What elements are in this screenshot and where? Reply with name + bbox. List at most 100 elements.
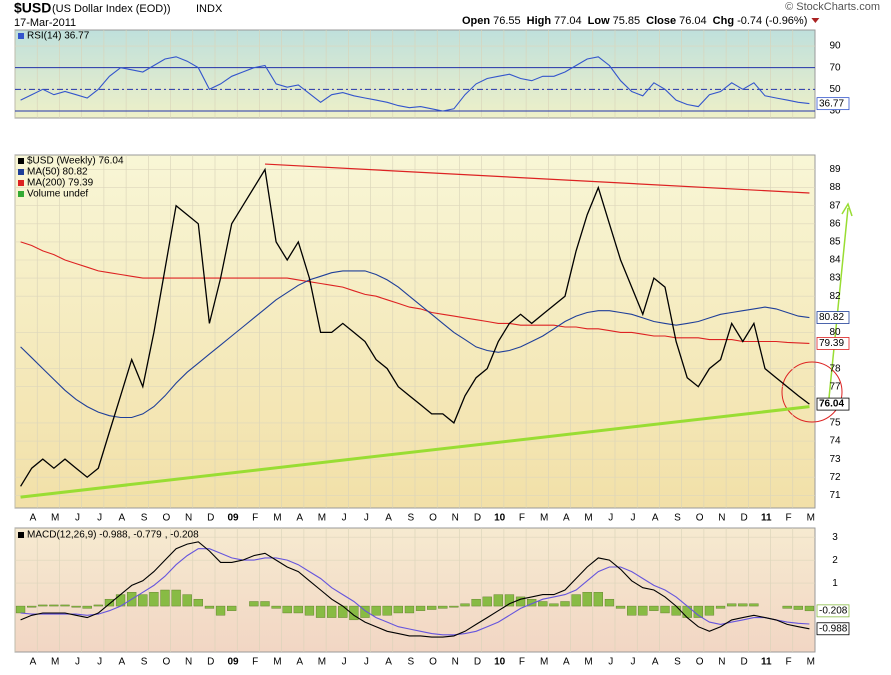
legend-swatch: [18, 532, 24, 538]
x-tick-label: A: [296, 657, 303, 668]
down-arrow: [811, 18, 820, 23]
histogram-bar: [715, 605, 726, 609]
x-tick-label: S: [407, 513, 414, 524]
x-tick-label: S: [141, 657, 148, 668]
legend-swatch: [18, 33, 24, 39]
x-tick-label: M: [584, 657, 592, 668]
histogram-bar: [171, 589, 181, 607]
x-tick-label: S: [674, 513, 681, 524]
end-label: 36.77: [819, 98, 844, 109]
y-tick-label: 87: [829, 200, 841, 211]
x-tick-label: 11: [761, 513, 772, 524]
panel-layer: 30 50 70 90: [14, 30, 841, 118]
credit: © StockCharts.com: [785, 1, 880, 13]
x-tick-label: M: [807, 513, 815, 524]
histogram-bar: [327, 605, 337, 618]
x-tick-label: O: [696, 513, 704, 524]
histogram-bar: [27, 605, 37, 608]
trendline: [264, 163, 810, 194]
x-tick-label: A: [30, 513, 37, 524]
histogram-bar: [271, 605, 281, 609]
histogram-bar: [393, 605, 403, 614]
y-tick-label: 73: [829, 454, 841, 465]
legend-label: $USD (Weekly) 76.04: [27, 156, 124, 167]
series-line: [20, 548, 810, 636]
histogram-bar: [549, 603, 559, 607]
x-tick-label: O: [429, 513, 437, 524]
legend-label: MA(200) 79.39: [27, 178, 94, 189]
macd-title: , -0.208: [165, 530, 199, 541]
histogram-bar: [627, 605, 637, 616]
x-tick-label: A: [30, 657, 37, 668]
x-tick-label: M: [584, 513, 592, 524]
quote-label: High: [527, 15, 552, 27]
x-tick-label: O: [162, 657, 170, 668]
index-name: (US Dollar Index (EOD)): [52, 3, 171, 15]
x-tick-label: M: [540, 657, 548, 668]
end-label-box: [816, 397, 850, 411]
histogram-bar: [82, 605, 92, 609]
histogram-bar: [471, 598, 481, 607]
histogram-bar: [582, 592, 592, 607]
quote-label: Low: [588, 15, 610, 27]
histogram-bar: [193, 598, 203, 607]
x-tick-label: A: [385, 657, 392, 668]
x-tick-label: M: [51, 657, 59, 668]
end-label-box: [816, 311, 850, 324]
panel-layer: 1 2 3 A M J J A S O N D 09 F M A M J J A S O N D 10 F M A M J J A S O N D 11…: [14, 528, 838, 668]
histogram-bar: [315, 605, 326, 618]
histogram-bar: [204, 605, 215, 609]
y-tick-label: 72: [829, 472, 841, 483]
x-tick-label: F: [786, 513, 792, 524]
x-tick-label: S: [141, 513, 148, 524]
histogram-bar: [704, 605, 715, 616]
x-tick-label: A: [652, 513, 659, 524]
histogram-bar: [338, 605, 348, 618]
histogram-bar: [15, 605, 26, 614]
histogram-bar: [349, 605, 359, 621]
x-tick-label: S: [674, 657, 681, 668]
x-tick-label: A: [563, 513, 570, 524]
histogram-bar: [160, 589, 170, 607]
x-tick-label: J: [97, 513, 102, 524]
legend-label: RSI(14) 36.77: [27, 31, 90, 42]
histogram-bar: [749, 603, 759, 607]
x-tick-label: 09: [227, 513, 239, 524]
x-tick-label: F: [252, 657, 258, 668]
x-tick-label: M: [273, 657, 281, 668]
histogram-bar: [182, 594, 192, 607]
y-tick-label: 50: [829, 84, 841, 95]
x-tick-label: N: [452, 657, 459, 668]
quote-value: 76.04: [679, 15, 707, 27]
histogram-bar: [682, 605, 692, 618]
x-tick-label: 10: [494, 513, 506, 524]
histogram-bar: [360, 605, 370, 618]
x-tick-label: O: [162, 513, 170, 524]
macd-title: MACD(12,26,9) -0.988,: [27, 530, 130, 541]
y-tick-label: 78: [829, 363, 841, 374]
y-tick-label: 89: [829, 164, 841, 175]
histogram-bar: [560, 601, 570, 607]
x-tick-label: D: [474, 657, 481, 668]
x-tick-label: A: [652, 657, 659, 668]
quote-value: -0.74 (-0.96%): [737, 15, 807, 27]
series-line: [20, 56, 810, 112]
x-tick-label: O: [696, 657, 704, 668]
histogram-bar: [38, 604, 48, 607]
x-tick-label: J: [608, 513, 613, 524]
x-tick-label: D: [207, 657, 214, 668]
histogram-bar: [738, 603, 748, 607]
y-tick-label: 77: [829, 381, 841, 392]
x-tick-label: J: [342, 657, 347, 668]
annotation-arrow: [828, 202, 853, 399]
histogram-bar: [60, 604, 70, 607]
histogram-bar: [371, 605, 381, 616]
histogram-bar: [571, 594, 581, 607]
y-tick-label: 88: [829, 182, 841, 193]
histogram-bar: [227, 605, 237, 611]
quote-value: 75.85: [613, 15, 641, 27]
y-tick-label: 80: [829, 327, 841, 338]
legend-swatch: [18, 158, 24, 164]
x-tick-label: J: [364, 513, 369, 524]
x-tick-label: J: [631, 513, 636, 524]
